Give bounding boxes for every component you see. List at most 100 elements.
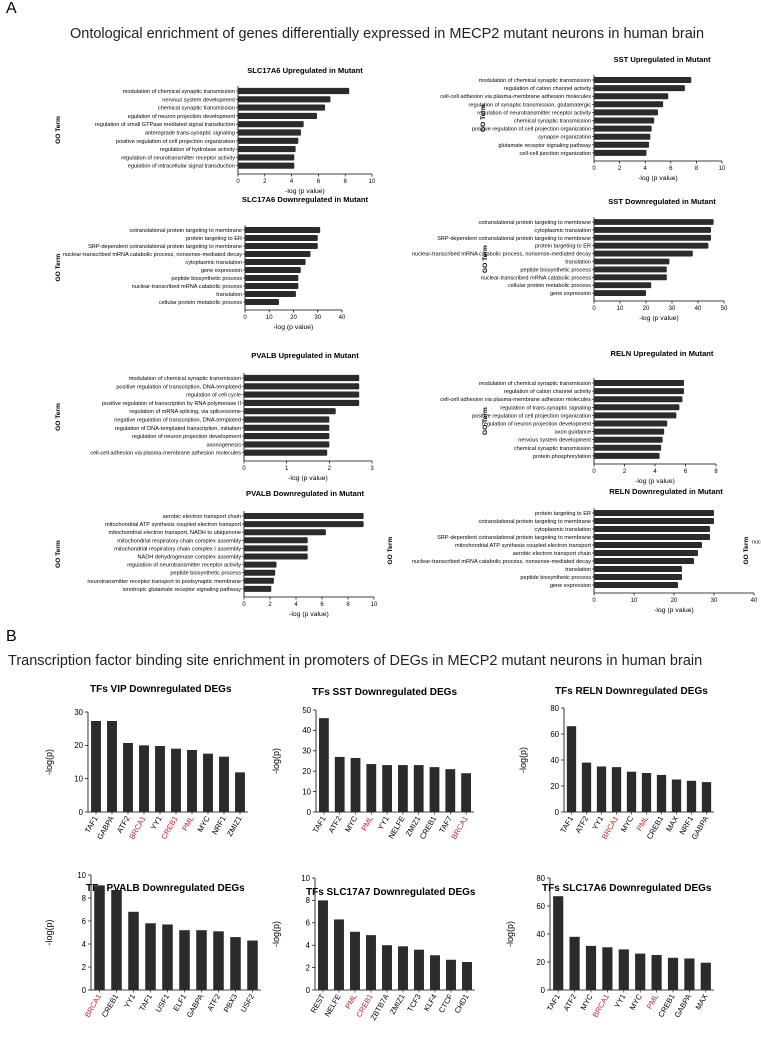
go-slc17a6-down-x-tick-label: 10 [266, 315, 273, 321]
tf-pvalb-bar [213, 931, 224, 990]
tf-vip-y-tick-label: 30 [74, 708, 83, 717]
go-sst-up-category-label: regulation of neurotransmitter receptor … [477, 110, 591, 116]
tf-vip-category-label: ZMIZ1 [225, 815, 244, 838]
go-pvalb-down-category-label: NADH dehydrogenase complex assembly [137, 555, 241, 561]
go-slc17a6-down-x-tick-label: 0 [243, 315, 247, 321]
go-slc17a6-down-category-label: gene expression [201, 268, 242, 274]
go-pvalb-down-bar [244, 529, 326, 536]
tf-sst-y-tick-label: 50 [302, 706, 311, 715]
tf-slc17a6-category-label: TAF1 [545, 993, 562, 1013]
tf-sst-bar [461, 773, 471, 812]
panel-b-title: Transcription factor binding site enrich… [8, 653, 703, 669]
go-reln-down-x-tick-label: 20 [671, 598, 678, 604]
go-sst-down-xlabel: -log (p value) [639, 315, 679, 322]
tf-vip-bar [203, 753, 213, 812]
go-slc17a6-down-category-label: peptide biosynthetic process [171, 276, 242, 282]
tf-reln-bar [701, 782, 712, 812]
go-pvalb-up-bar [244, 424, 330, 431]
go-pvalb-down-bar [244, 553, 308, 560]
go-pvalb-down-bar [244, 585, 272, 592]
go-sst-down-x-tick-label: 40 [695, 306, 702, 312]
go-pvalb-up-x-tick-label: 2 [328, 466, 332, 472]
go-pvalb-up-bar [244, 408, 336, 415]
go-pvalb-up-bar [244, 374, 360, 382]
go-slc17a6-up-category-label: modulation of chemical synaptic transmis… [123, 89, 235, 95]
go-sst-up-bar [594, 125, 652, 132]
tf-slc17a6-bar [569, 936, 580, 990]
go-slc17a6-down-bar [245, 299, 279, 305]
tf-sst-bar [366, 764, 377, 812]
go-slc17a6-down-category-label: nuclear-transcribed mRNA catabolic proce… [63, 252, 242, 258]
tf-reln-y-tick-label: 80 [550, 704, 559, 713]
go-sst-up-x-tick-label: 4 [644, 166, 648, 172]
go-pvalb-down-x-tick-label: 0 [242, 602, 246, 608]
go-pvalb-down-x-tick-label: 8 [346, 602, 350, 608]
go-pvalb-down-xlabel: -log (p value) [289, 611, 329, 618]
go-reln-down-x-tick-label: 0 [592, 598, 596, 604]
go-sst-down-bar [594, 234, 711, 241]
go-sst-up-category-label: glutamate receptor signaling pathway [498, 143, 591, 149]
go-reln-down-category-label: aerobic electron transport chain [513, 551, 591, 557]
go-pvalb-down-category-label: mitochondrial respiratory chain complex … [117, 538, 241, 544]
go-reln-down-category-label: cotranslational protein targeting to mem… [478, 519, 591, 525]
tf-reln-bar [596, 766, 607, 812]
go-sst-up-category-label: chemical synaptic transmission [514, 119, 591, 125]
go-pvalb-down-category-label: neurotransmitter receptor transport to p… [87, 579, 241, 585]
tf-pvalb-bar [230, 937, 241, 990]
go-pvalb-up-category-label: regulation of mRNA splicing, via spliceo… [129, 409, 241, 415]
go-sst-down-x-tick-label: 20 [643, 306, 650, 312]
go-pvalb-up-bar [244, 441, 330, 448]
tf-slc17a7-bar [414, 949, 424, 990]
tf-slc17a6-bar [651, 955, 662, 990]
tf-slc17a7-bar [382, 945, 392, 990]
go-reln-up-x-tick-label: 8 [714, 469, 718, 475]
tf-sst-bar [319, 718, 329, 812]
tf-pvalb-category-label: USF2 [239, 993, 257, 1014]
tf-reln-ylabel: -log(p) [518, 747, 528, 773]
go-reln-down-title: RELN Downregulated in Mutant [609, 487, 723, 496]
tf-reln-category-label: TAF1 [558, 815, 575, 835]
go-sst-down-x-tick-label: 50 [721, 306, 728, 312]
go-slc17a6-down-bar [245, 251, 311, 257]
go-reln-up-category-label: regulation of neuron projection developm… [482, 422, 592, 428]
tf-slc17a6-bar [553, 896, 564, 990]
go-sst-down-x-tick-label: 0 [592, 306, 596, 312]
go-sst-down-title: SST Downregulated in Mutant [608, 197, 716, 206]
tf-pvalb-bar [196, 930, 207, 990]
go-pvalb-up-category-label: regulation of cell cycle [186, 393, 241, 399]
go-sst-down-bar [594, 219, 714, 225]
go-sst-up-category-label: regulation of synaptic transmission, glu… [469, 102, 592, 108]
go-sst-up-category-label: synapse organization [538, 135, 591, 141]
go-sst-up-category-label: modulation of chemical synaptic transmis… [479, 78, 591, 84]
tf-sst-bar [350, 757, 361, 812]
tf-vip-bar [91, 721, 101, 812]
tf-reln-category-label: ATF2 [573, 815, 590, 835]
go-pvalb-down-bar [244, 521, 364, 528]
tf-sst-y-tick-label: 30 [302, 747, 311, 756]
go-slc17a6-down-ylabel: GO Term [55, 254, 62, 282]
tf-reln-y-tick-label: 0 [555, 808, 560, 817]
go-sst-up-x-tick-label: 8 [695, 166, 699, 172]
tf-vip-bar [171, 748, 181, 812]
go-pvalb-down-category-label: mitochondrial electron transport, NADH t… [109, 530, 241, 536]
go-reln-down-category-label: SRP-dependent cotranslational protein ta… [437, 535, 591, 541]
tf-pvalb-y-tick-label: 4 [82, 940, 87, 949]
go-reln-up-x-tick-label: 2 [623, 469, 627, 475]
tf-slc17a6-bar [585, 945, 597, 990]
go-slc17a6-up-category-label: regulation of neurotransmitter receptor … [121, 155, 235, 161]
tf-slc17a6-y-tick-label: 0 [541, 986, 546, 995]
tf-slc17a6-category-label: PML [645, 993, 661, 1011]
go-pvalb-up-bar [244, 416, 330, 423]
go-reln-up-category-label: protein phosphorylation [533, 454, 591, 460]
go-reln-up-x-tick-label: 6 [684, 469, 688, 475]
go-sst-up-bar [594, 85, 685, 92]
go-reln-up-bar [594, 452, 660, 459]
go-reln-down-bar [594, 566, 682, 572]
tf-slc17a7-category-label: NELFE [323, 993, 343, 1019]
go-slc17a6-up-bar [238, 137, 299, 144]
go-sst-down-bar [594, 266, 667, 273]
go-pvalb-up-category-label: positive regulation of transcription, DN… [116, 384, 241, 390]
go-pvalb-down-category-label: regulation of neurotransmitter receptor … [127, 563, 241, 569]
tf-slc17a7-category-label: CHD1 [453, 993, 471, 1015]
go-pvalb-up-category-label: regulation of neuron projection developm… [132, 434, 242, 440]
